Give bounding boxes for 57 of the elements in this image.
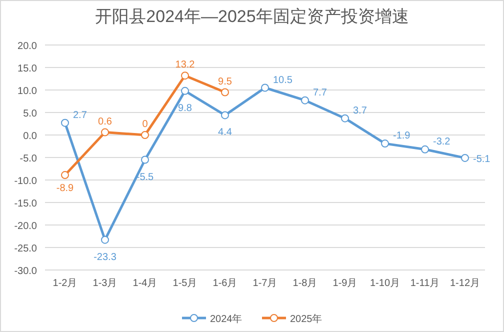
data-label: 13.2 [175,60,196,71]
x-tick-label: 1-7月 [252,278,278,289]
y-tick-label: 5.0 [23,108,38,120]
point [141,131,149,139]
data-label: 9.5 [218,76,232,88]
data-label: 0 [142,119,148,130]
point [221,88,229,96]
data-label: -5.5 [136,172,154,183]
legend-label: 2024年 [210,313,242,325]
y-tick-label: -25.0 [14,244,38,254]
y-tick-label: -15.0 [14,198,38,210]
data-label: 0.6 [98,116,112,128]
data-label: -23.3 [94,252,117,263]
point [341,114,349,122]
y-tick-label: -10.0 [14,176,38,187]
point [461,154,469,162]
point [221,111,229,120]
data-label: 4.4 [218,127,232,138]
point [61,118,69,127]
point [261,84,269,92]
point [61,171,69,180]
point [421,145,429,154]
y-tick-label: 10.0 [18,86,38,97]
point [101,236,109,244]
point [101,128,109,136]
legend-label: 2025年 [290,313,322,325]
point [141,156,149,164]
y-tick-label: -20.0 [14,221,38,232]
chart-title: 开阳县2024年—2025年固定资产投资增速 [95,7,409,26]
x-tick-label: 1-5月 [172,278,198,289]
data-label: -1.9 [393,130,411,142]
x-tick-label: 1-8月 [292,278,318,289]
y-tick-label: 20.0 [18,41,38,52]
point [301,96,309,104]
data-label: 2.7 [73,110,88,121]
point [381,140,389,148]
x-tick-label: 1-10月 [370,278,400,289]
y-tick-label: 15.0 [18,64,38,74]
y-tick-label: -5.0 [20,154,38,164]
data-label: 9.8 [178,102,192,114]
data-label: 7.7 [313,87,328,98]
data-label: -5.1 [473,154,491,165]
data-label: -8.9 [56,183,74,194]
data-label: -3.2 [433,136,451,148]
x-tick-label: 1-3月 [92,278,118,289]
x-tick-label: 1-6月 [212,278,238,289]
y-tick-label: 0.0 [23,131,38,142]
data-label: 3.7 [353,105,368,116]
x-tick-label: 1-12月 [450,278,480,289]
y-tick-label: -30.0 [14,266,38,277]
x-tick-label: 1-2月 [52,278,78,289]
data-label: 10.5 [273,74,293,86]
x-tick-label: 1-9月 [332,278,358,289]
x-tick-label: 1-11月 [410,278,440,289]
point [181,72,189,80]
x-tick-label: 1-4月 [132,278,158,289]
point [181,86,189,95]
